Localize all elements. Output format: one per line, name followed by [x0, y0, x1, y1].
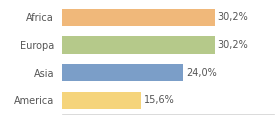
Bar	[62, 9, 214, 26]
Text: 24,0%: 24,0%	[186, 68, 217, 78]
Bar	[62, 36, 214, 54]
Text: 15,6%: 15,6%	[144, 95, 174, 105]
Text: 30,2%: 30,2%	[218, 12, 248, 22]
Text: 30,2%: 30,2%	[218, 40, 248, 50]
Bar	[62, 92, 141, 109]
Bar	[62, 64, 183, 81]
